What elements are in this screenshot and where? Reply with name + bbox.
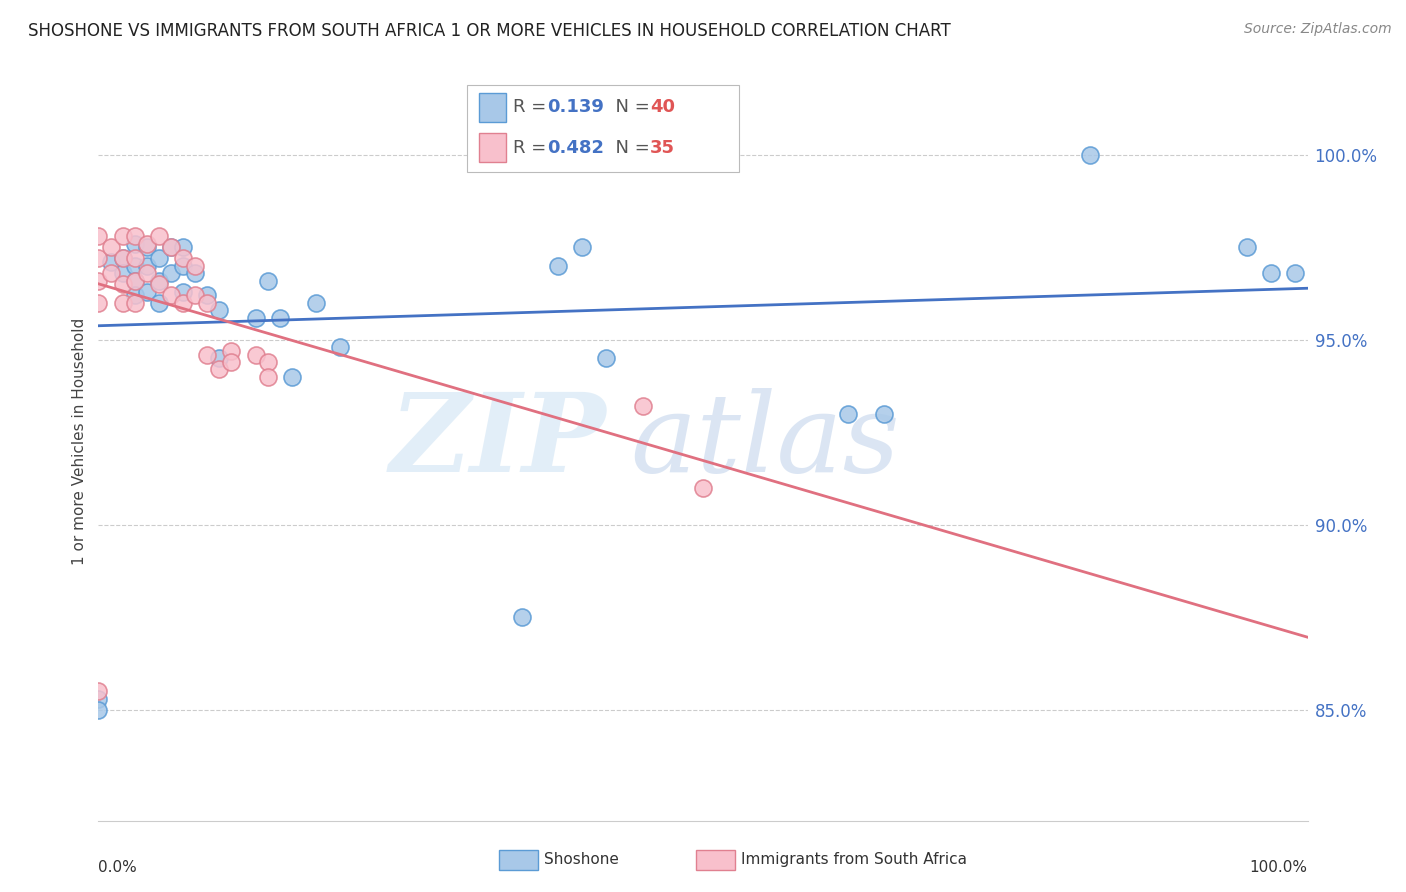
Text: 0.482: 0.482: [547, 138, 605, 156]
Point: [160, 240, 183, 254]
Text: 40: 40: [650, 98, 675, 116]
Text: N =: N =: [603, 98, 655, 116]
Point: [124, 288, 146, 302]
Text: 0.0%: 0.0%: [98, 860, 138, 874]
Point: [124, 274, 146, 288]
Point: [124, 252, 146, 266]
Point: [87, 252, 110, 266]
Text: 100.0%: 100.0%: [1250, 860, 1308, 874]
FancyBboxPatch shape: [467, 85, 740, 172]
Point: [184, 266, 207, 280]
Point: [571, 240, 593, 254]
Point: [245, 310, 267, 325]
Point: [172, 240, 194, 254]
Text: 35: 35: [650, 138, 675, 156]
Point: [111, 252, 134, 266]
Point: [837, 407, 859, 421]
Point: [148, 229, 170, 244]
Point: [148, 252, 170, 266]
Text: ZIP: ZIP: [389, 388, 606, 495]
Point: [631, 400, 654, 414]
Point: [87, 296, 110, 310]
Point: [329, 340, 352, 354]
Point: [100, 255, 122, 269]
Point: [1078, 148, 1101, 162]
Point: [124, 274, 146, 288]
Point: [148, 277, 170, 292]
Point: [221, 343, 243, 358]
Point: [184, 259, 207, 273]
Text: SHOSHONE VS IMMIGRANTS FROM SOUTH AFRICA 1 OR MORE VEHICLES IN HOUSEHOLD CORRELA: SHOSHONE VS IMMIGRANTS FROM SOUTH AFRICA…: [28, 22, 950, 40]
Point: [195, 348, 218, 362]
Point: [547, 259, 569, 273]
Point: [111, 266, 134, 280]
Point: [184, 288, 207, 302]
Text: R =: R =: [513, 98, 553, 116]
Point: [172, 296, 194, 310]
Point: [87, 274, 110, 288]
Point: [160, 288, 183, 302]
Point: [135, 285, 157, 299]
Point: [1260, 266, 1282, 280]
Point: [124, 296, 146, 310]
Point: [692, 481, 714, 495]
Y-axis label: 1 or more Vehicles in Household: 1 or more Vehicles in Household: [72, 318, 87, 566]
Point: [221, 355, 243, 369]
Point: [256, 369, 278, 384]
Point: [281, 369, 304, 384]
Point: [148, 274, 170, 288]
Text: Source: ZipAtlas.com: Source: ZipAtlas.com: [1244, 22, 1392, 37]
Point: [111, 296, 134, 310]
Point: [87, 691, 110, 706]
Point: [172, 252, 194, 266]
Point: [208, 351, 231, 366]
Point: [510, 610, 533, 624]
Point: [87, 703, 110, 717]
Point: [208, 362, 231, 376]
Text: 0.139: 0.139: [547, 98, 605, 116]
Point: [873, 407, 896, 421]
Point: [87, 229, 110, 244]
Point: [269, 310, 291, 325]
Text: R =: R =: [513, 138, 553, 156]
Point: [124, 236, 146, 251]
Text: N =: N =: [603, 138, 655, 156]
Point: [160, 240, 183, 254]
Point: [172, 285, 194, 299]
Point: [195, 288, 218, 302]
Point: [160, 266, 183, 280]
Point: [172, 259, 194, 273]
Point: [148, 296, 170, 310]
Point: [245, 348, 267, 362]
Point: [1236, 240, 1258, 254]
Point: [1284, 266, 1306, 280]
Point: [124, 259, 146, 273]
Point: [256, 274, 278, 288]
Point: [87, 684, 110, 698]
Point: [124, 229, 146, 244]
Text: Immigrants from South Africa: Immigrants from South Africa: [741, 853, 967, 867]
Point: [111, 252, 134, 266]
Text: atlas: atlas: [630, 388, 900, 495]
Point: [135, 240, 157, 254]
FancyBboxPatch shape: [479, 93, 506, 122]
Point: [111, 229, 134, 244]
Point: [208, 303, 231, 318]
Text: Shoshone: Shoshone: [544, 853, 619, 867]
FancyBboxPatch shape: [479, 133, 506, 162]
Point: [100, 266, 122, 280]
Point: [100, 240, 122, 254]
Point: [256, 355, 278, 369]
Point: [195, 296, 218, 310]
Point: [135, 259, 157, 273]
Point: [111, 277, 134, 292]
Point: [135, 266, 157, 280]
Point: [305, 296, 328, 310]
Point: [135, 236, 157, 251]
Point: [595, 351, 617, 366]
